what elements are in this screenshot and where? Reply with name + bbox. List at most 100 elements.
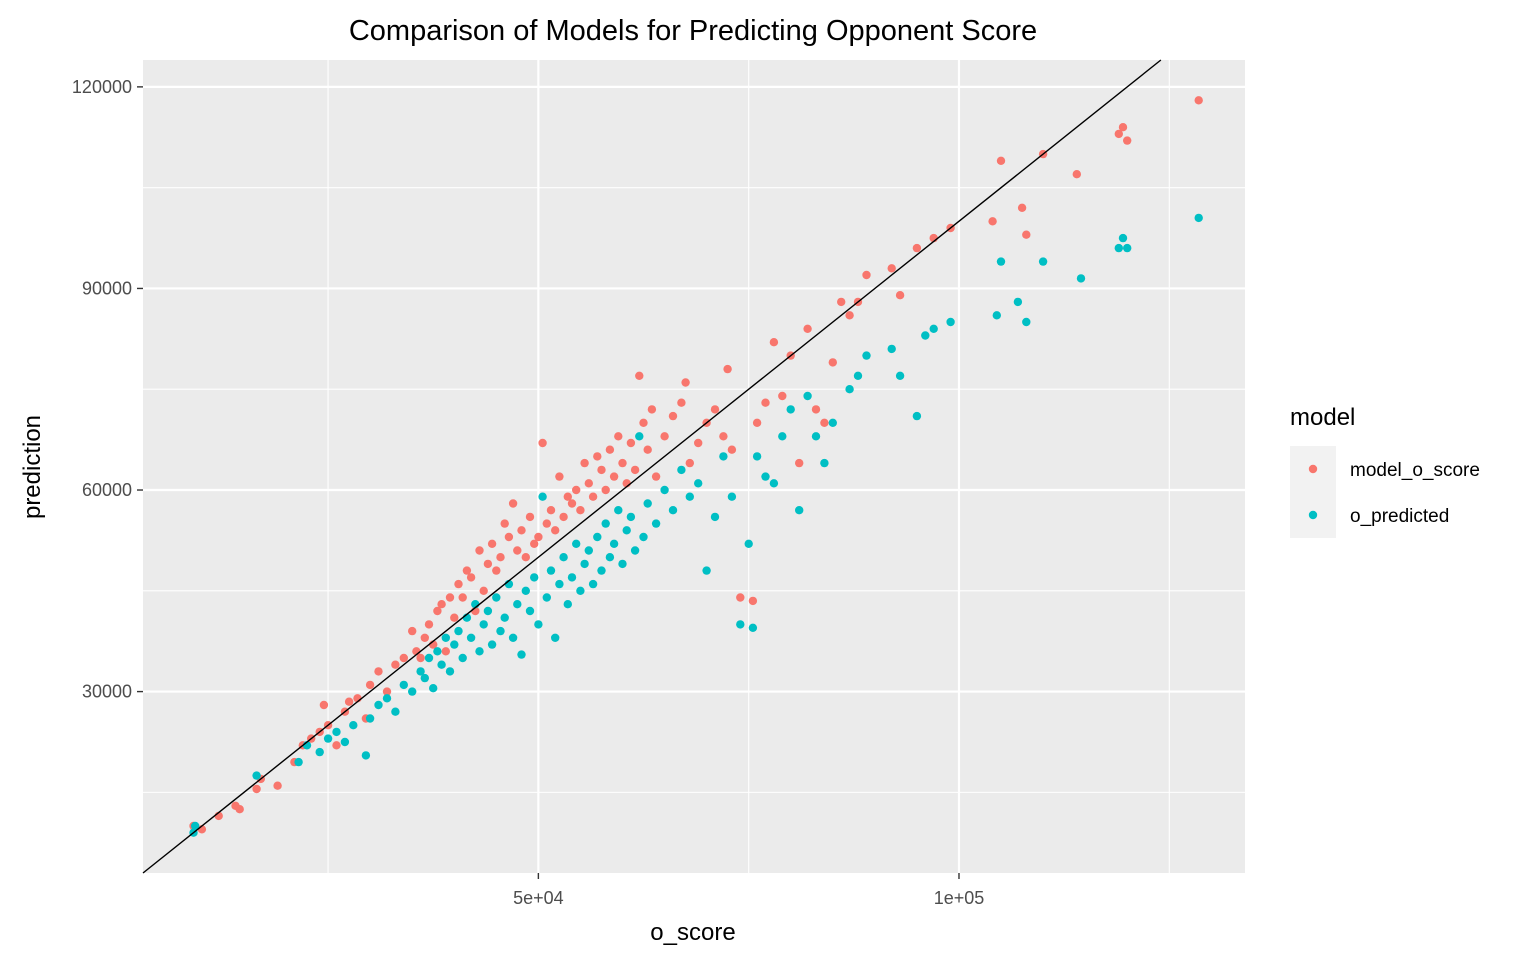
point-model_o_score xyxy=(332,741,341,750)
point-o_predicted xyxy=(828,418,837,427)
point-o_predicted xyxy=(500,613,509,622)
point-o_predicted xyxy=(399,680,408,690)
point-model_o_score xyxy=(458,593,467,602)
point-o_predicted xyxy=(660,485,669,495)
point-model_o_score xyxy=(593,452,602,461)
point-model_o_score xyxy=(542,519,551,528)
point-model_o_score xyxy=(408,626,417,636)
point-model_o_score xyxy=(820,418,829,427)
point-o_predicted xyxy=(441,633,450,642)
point-model_o_score xyxy=(416,653,425,663)
point-model_o_score xyxy=(487,539,497,548)
point-model_o_score xyxy=(252,784,261,794)
point-o_predicted xyxy=(761,472,770,481)
point-o_predicted xyxy=(361,751,371,760)
point-o_predicted xyxy=(252,771,261,780)
point-model_o_score xyxy=(521,553,530,562)
point-model_o_score xyxy=(500,519,509,528)
point-o_predicted xyxy=(651,519,661,528)
point-model_o_score xyxy=(685,458,694,468)
point-model_o_score xyxy=(513,546,522,555)
point-o_predicted xyxy=(895,371,905,380)
point-model_o_score xyxy=(795,458,804,468)
point-model_o_score xyxy=(618,458,627,468)
point-o_predicted xyxy=(496,626,505,636)
point-o_predicted xyxy=(853,371,863,380)
point-model_o_score xyxy=(441,647,450,656)
point-o_predicted xyxy=(992,311,1001,320)
point-model_o_score xyxy=(391,660,400,669)
point-o_predicted xyxy=(517,650,526,659)
point-model_o_score xyxy=(1072,170,1082,179)
legend-key-o_predicted xyxy=(1308,510,1318,520)
chart-title: Comparison of Models for Predicting Oppo… xyxy=(349,15,1037,47)
point-o_predicted xyxy=(374,700,383,710)
point-o_predicted xyxy=(1038,257,1048,266)
point-model_o_score xyxy=(1022,230,1031,239)
point-o_predicted xyxy=(618,559,627,569)
point-o_predicted xyxy=(1114,243,1124,253)
point-o_predicted xyxy=(609,539,619,548)
point-o_predicted xyxy=(584,546,593,555)
point-model_o_score xyxy=(626,438,636,448)
point-model_o_score xyxy=(374,667,383,676)
point-o_predicted xyxy=(429,684,438,693)
point-o_predicted xyxy=(475,647,484,656)
y-tick-label: 120000 xyxy=(72,77,132,97)
point-o_predicted xyxy=(191,821,200,831)
major-gridlines xyxy=(143,60,1245,873)
point-o_predicted xyxy=(525,606,535,616)
point-o_predicted xyxy=(365,714,375,723)
point-o_predicted xyxy=(786,405,795,414)
point-model_o_score xyxy=(576,506,585,515)
point-o_predicted xyxy=(458,653,467,663)
point-o_predicted xyxy=(921,331,930,340)
point-model_o_score xyxy=(559,512,568,522)
point-o_predicted xyxy=(719,452,728,461)
point-o_predicted xyxy=(521,586,530,595)
point-model_o_score xyxy=(614,432,623,441)
point-o_predicted xyxy=(466,633,476,642)
x-tick-label: 5e+04 xyxy=(513,888,564,908)
point-o_predicted xyxy=(391,707,400,716)
point-model_o_score xyxy=(887,264,896,273)
point-model_o_score xyxy=(538,438,547,448)
point-model_o_score xyxy=(912,243,922,253)
point-model_o_score xyxy=(563,492,572,501)
point-model_o_score xyxy=(694,438,703,448)
legend: model model_o_score o_predicted xyxy=(1290,404,1480,538)
point-model_o_score xyxy=(988,217,997,226)
point-o_predicted xyxy=(534,620,543,629)
point-model_o_score xyxy=(895,291,905,300)
point-o_predicted xyxy=(996,257,1006,266)
point-model_o_score xyxy=(811,405,821,414)
point-o_predicted xyxy=(643,499,652,508)
y-tick-label: 60000 xyxy=(82,480,132,500)
point-model_o_score xyxy=(479,586,488,595)
point-model_o_score xyxy=(525,512,535,522)
legend-label-model_o_score: model_o_score xyxy=(1350,460,1480,481)
point-o_predicted xyxy=(559,553,568,562)
point-model_o_score xyxy=(635,371,644,380)
point-o_predicted xyxy=(332,727,341,737)
minor-gridlines xyxy=(143,60,1245,873)
point-o_predicted xyxy=(702,566,711,575)
point-o_predicted xyxy=(1118,233,1128,243)
point-o_predicted xyxy=(626,512,636,522)
point-model_o_score xyxy=(399,653,408,663)
point-model_o_score xyxy=(572,485,581,495)
point-o_predicted xyxy=(445,667,455,676)
y-axis-title: prediction xyxy=(19,415,46,519)
point-o_predicted xyxy=(946,317,955,327)
point-o_predicted xyxy=(555,579,564,589)
point-model_o_score xyxy=(677,398,686,407)
point-o_predicted xyxy=(513,600,522,609)
point-model_o_score xyxy=(588,492,598,501)
point-model_o_score xyxy=(601,485,610,495)
point-model_o_score xyxy=(723,364,732,374)
point-o_predicted xyxy=(323,734,333,743)
reference-line-y-equals-x xyxy=(142,59,1162,874)
point-model_o_score xyxy=(837,297,846,307)
point-model_o_score xyxy=(475,546,484,555)
